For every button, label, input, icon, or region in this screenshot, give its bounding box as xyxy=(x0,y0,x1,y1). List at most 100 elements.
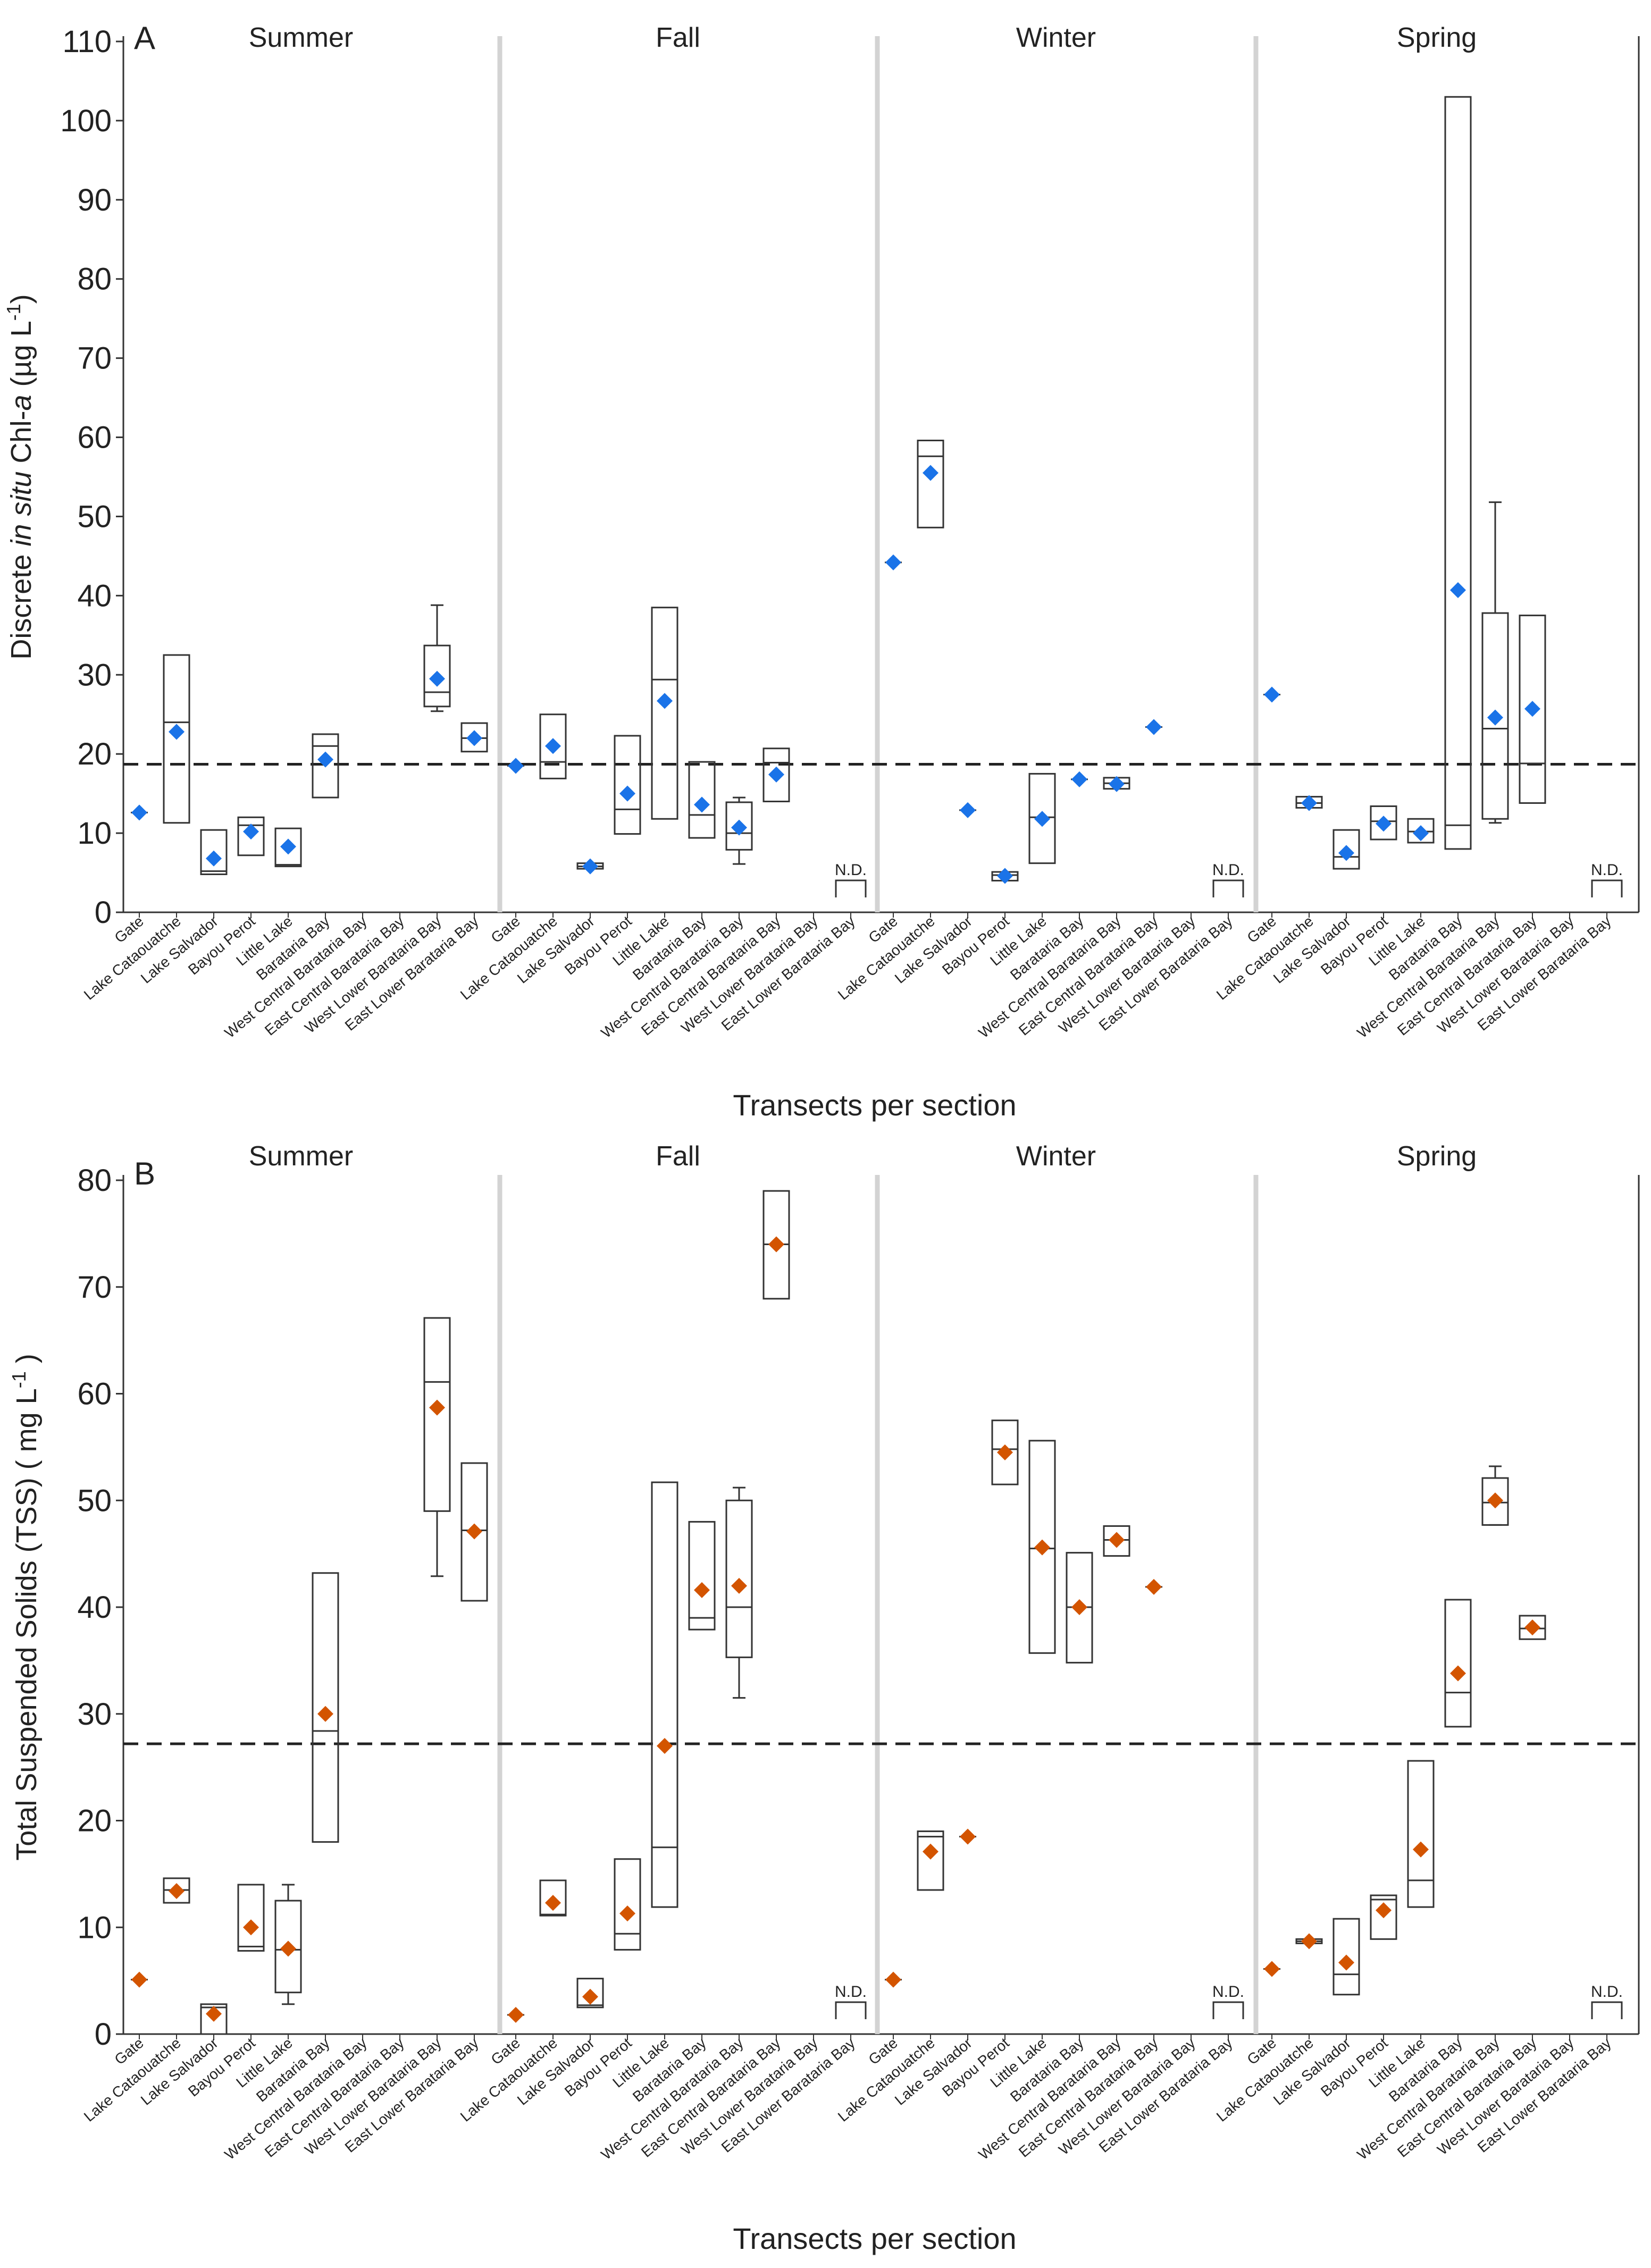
panel-a-box xyxy=(312,733,339,799)
panel-b-y-tick-label: 40 xyxy=(77,1590,112,1625)
panel-b-mean-marker xyxy=(582,1988,598,2005)
panel-b-mean-marker xyxy=(960,1828,976,1845)
panel-a-mean-marker xyxy=(1524,701,1540,717)
panel-a-box xyxy=(237,816,265,856)
panel-b-mean-marker xyxy=(243,1919,259,1936)
panel-a-mean-marker xyxy=(429,670,445,687)
panel-b-box xyxy=(1481,1477,1509,1526)
panel-a-mean-marker xyxy=(1376,816,1392,832)
panel-b-mean-marker xyxy=(1487,1492,1503,1509)
panel-b-mean-marker xyxy=(429,1399,445,1416)
panel-a-box xyxy=(1481,612,1509,820)
panel-a-box xyxy=(651,607,678,820)
panel-b-mean-marker xyxy=(885,1971,901,1988)
panel-b-nd-bracket xyxy=(835,2001,867,2019)
panel-a-season-title-winter: Winter xyxy=(1016,22,1096,53)
panel-b-y-tick-label: 0 xyxy=(95,2017,112,2052)
panel-b-box xyxy=(725,1499,753,1658)
panel-a-mean-marker xyxy=(657,693,673,709)
panel-a-box xyxy=(423,644,451,708)
panel-a-mean-marker xyxy=(131,804,147,821)
panel-a-y-tick-label: 20 xyxy=(77,737,112,771)
panel-b-season-title-winter: Winter xyxy=(1016,1141,1096,1172)
panel-a-box xyxy=(539,713,567,779)
panel-a-mean-marker xyxy=(1338,845,1354,861)
panel-b-box xyxy=(539,1879,567,1917)
panel-b-x-axis-label: Transects per section xyxy=(733,2222,1016,2255)
panel-b-mean-marker xyxy=(508,2006,524,2023)
panel-a-season-title-spring: Spring xyxy=(1397,22,1477,53)
panel-b-nd-label: N.D. xyxy=(835,1983,867,2001)
panel-b-mean-marker xyxy=(619,1905,635,1922)
panel-b-mean-marker xyxy=(1109,1532,1125,1548)
panel-a-mean-marker xyxy=(960,802,976,818)
panel-b-box xyxy=(1028,1440,1056,1654)
panel-a-y-axis-label-superscript: -1 xyxy=(3,304,24,321)
panel-a-box xyxy=(917,440,944,528)
panel-b-y-axis-label-part: Total Suspended Solids (TSS) ( mg L xyxy=(11,1388,43,1860)
panel-b-box xyxy=(688,1521,716,1631)
panel-b-y-tick-label: 80 xyxy=(77,1163,112,1198)
panel-a-nd-label: N.D. xyxy=(1212,861,1244,879)
panel-b-box xyxy=(1407,1760,1435,1908)
panel-a-box xyxy=(1444,96,1472,850)
panel-b-nd-bracket xyxy=(1212,2001,1244,2019)
panel-a-mean-marker xyxy=(923,465,938,481)
panel-a-mean-marker xyxy=(694,796,710,813)
panel-b-mean-marker xyxy=(1413,1841,1429,1858)
panel-b-y-tick-label: 20 xyxy=(77,1804,112,1838)
panel-b-mean-marker xyxy=(1034,1539,1050,1556)
panel-a-y-axis-label-part: Chl- xyxy=(5,411,37,472)
panel-b-mean-marker xyxy=(545,1895,561,1911)
panel-b-mean-marker xyxy=(169,1883,185,1899)
panel-b-y-tick-label: 10 xyxy=(77,1910,112,1945)
panel-a-y-tick-label: 110 xyxy=(63,24,112,59)
panel-b-mean-marker xyxy=(1301,1933,1317,1950)
panel-b-box xyxy=(1519,1615,1546,1640)
panel-b-season-title-summer: Summer xyxy=(249,1141,353,1172)
panel-a-y-axis-label-part: (µg L xyxy=(5,321,37,394)
panel-a-nd-bracket xyxy=(1212,879,1244,897)
panel-b-mean-marker xyxy=(206,2005,222,2022)
panel-a-mean-marker xyxy=(1450,582,1466,598)
panel-a-season-title-fall: Fall xyxy=(656,22,700,53)
panel-a-y-axis-label: Discrete in situ Chl-a (µg L-1) xyxy=(3,294,38,659)
panel-a-panel-letter: A xyxy=(134,20,155,56)
panel-a-y-tick-label: 60 xyxy=(77,421,112,455)
panel-b-y-tick-label: 60 xyxy=(77,1377,112,1412)
panel-b-y-axis-label-superscript: -1 xyxy=(8,1371,30,1388)
panel-a-mean-marker xyxy=(508,758,524,774)
panel-b-nd-bracket xyxy=(1591,2001,1623,2019)
panel-a-y-tick-label: 70 xyxy=(77,341,112,376)
panel-a-y-tick-label: 10 xyxy=(77,816,112,851)
panel-b-season-title-spring: Spring xyxy=(1397,1141,1477,1172)
panel-a-mean-marker xyxy=(1413,825,1429,842)
panel-a-y-tick-label: 30 xyxy=(77,658,112,692)
panel-a-mean-marker xyxy=(1264,686,1280,703)
panel-a-mean-marker xyxy=(997,868,1013,884)
panel-b-mean-marker xyxy=(317,1706,333,1722)
panel-b-mean-marker xyxy=(1376,1902,1392,1919)
panel-a-mean-marker xyxy=(317,751,333,768)
panel-b-box xyxy=(651,1481,678,1908)
panel-a-mean-marker xyxy=(243,824,259,840)
panel-a-box xyxy=(614,735,641,835)
panel-b-y-tick-label: 30 xyxy=(77,1697,112,1732)
panel-a-mean-marker xyxy=(1301,795,1317,811)
panel-a-mean-marker xyxy=(768,766,784,783)
panel-a-mean-marker xyxy=(731,819,747,836)
panel-a-chl: 0 10 20 30 40 50 60 70 80 90 100 110 Discrete in sit… xyxy=(3,20,1640,1041)
panel-a-y-tick-label: 90 xyxy=(77,183,112,217)
panel-a-mean-marker xyxy=(1146,719,1162,735)
panel-a-box xyxy=(1519,615,1546,804)
panel-a-mean-marker xyxy=(1034,811,1050,827)
panel-b-mean-marker xyxy=(280,1941,296,1957)
panel-a-mean-marker xyxy=(1487,709,1503,726)
panel-a-season-title-summer: Summer xyxy=(249,22,353,53)
panel-b-mean-marker xyxy=(731,1577,747,1594)
panel-b-box xyxy=(917,1830,944,1891)
panel-b-nd-label: N.D. xyxy=(1212,1983,1244,2001)
panel-b-box xyxy=(614,1858,641,1951)
panel-b-box xyxy=(237,1884,265,1952)
